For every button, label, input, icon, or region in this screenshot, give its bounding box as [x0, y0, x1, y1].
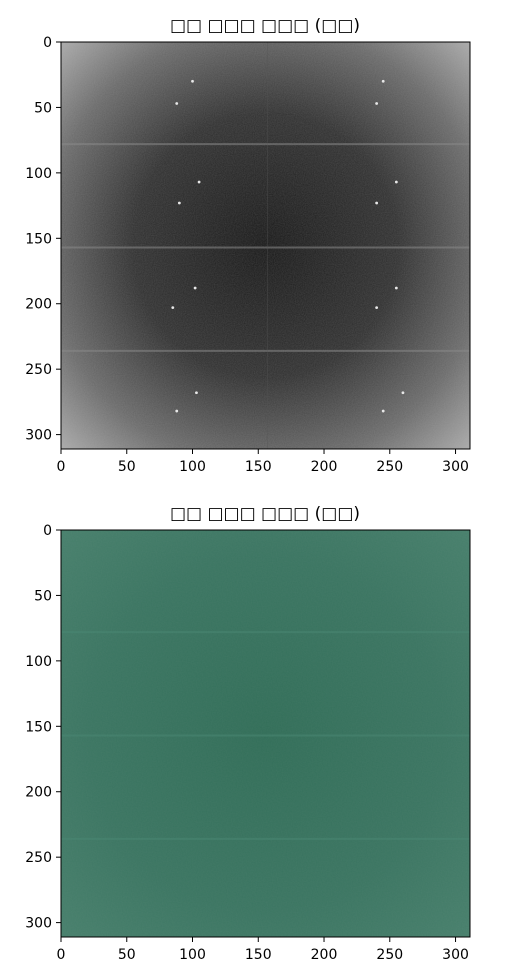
- bright-spot: [382, 410, 385, 413]
- x-tick-label: 200: [311, 459, 338, 475]
- y-tick-label: 50: [34, 588, 52, 604]
- y-tick-label: 150: [25, 719, 52, 735]
- bright-spot: [171, 306, 174, 309]
- bright-spot: [194, 287, 197, 290]
- y-tick-label: 250: [25, 362, 52, 378]
- bright-spot: [395, 287, 398, 290]
- heatmap-image-1: [61, 42, 470, 449]
- x-tick-label: 100: [179, 947, 206, 963]
- x-tick-label: 0: [57, 947, 66, 963]
- y-tick-label: 100: [25, 166, 52, 182]
- heatmap-noise-1: [61, 42, 470, 449]
- y-tick-label: 250: [25, 850, 52, 866]
- bright-spot: [375, 306, 378, 309]
- y-tick-label: 0: [43, 523, 52, 539]
- y-tick-label: 200: [25, 297, 52, 313]
- panel-green: □□ □□□ □□□ (□□) 0 50 100 150 200 250 300 0 50 10…: [25, 504, 470, 963]
- x-tick-label: 50: [118, 947, 136, 963]
- x-tick-label: 300: [442, 459, 469, 475]
- y-tick-label: 0: [43, 35, 52, 51]
- bright-spot: [175, 410, 178, 413]
- bright-spot: [375, 202, 378, 205]
- x-axis-2: 0 50 100 150 200 250 300: [57, 937, 469, 963]
- bright-spot: [198, 181, 201, 184]
- heatmap-noise-2: [61, 530, 470, 937]
- bright-spot: [395, 181, 398, 184]
- x-tick-label: 250: [376, 947, 403, 963]
- bright-spot: [178, 202, 181, 205]
- y-tick-label: 50: [34, 100, 52, 116]
- x-tick-label: 300: [442, 947, 469, 963]
- chart-title-2: □□ □□□ □□□ (□□): [170, 504, 360, 524]
- y-tick-label: 100: [25, 654, 52, 670]
- bright-spot: [175, 102, 178, 105]
- y-tick-label: 300: [25, 428, 52, 444]
- x-tick-label: 250: [376, 459, 403, 475]
- y-axis-1: 0 50 100 150 200 250 300: [25, 35, 61, 444]
- chart-title-1: □□ □□□ □□□ (□□): [170, 16, 360, 36]
- bright-spot: [195, 391, 198, 394]
- bright-spot: [382, 80, 385, 83]
- x-tick-label: 150: [245, 947, 272, 963]
- x-tick-label: 200: [311, 947, 338, 963]
- heatmap-image-2: [61, 530, 470, 937]
- y-tick-label: 300: [25, 916, 52, 932]
- x-tick-label: 50: [118, 459, 136, 475]
- x-tick-label: 100: [179, 459, 206, 475]
- x-axis-1: 0 50 100 150 200 250 300: [57, 449, 469, 475]
- bright-spot: [191, 80, 194, 83]
- bright-spot: [402, 391, 405, 394]
- panel-grayscale: □□ □□□ □□□ (□□) 0 50 100 150 200 250 300 0 50 10…: [25, 16, 470, 475]
- y-tick-label: 200: [25, 785, 52, 801]
- y-axis-2: 0 50 100 150 200 250 300: [25, 523, 61, 932]
- x-tick-label: 150: [245, 459, 272, 475]
- y-tick-label: 150: [25, 231, 52, 247]
- bright-spot: [375, 102, 378, 105]
- x-tick-label: 0: [57, 459, 66, 475]
